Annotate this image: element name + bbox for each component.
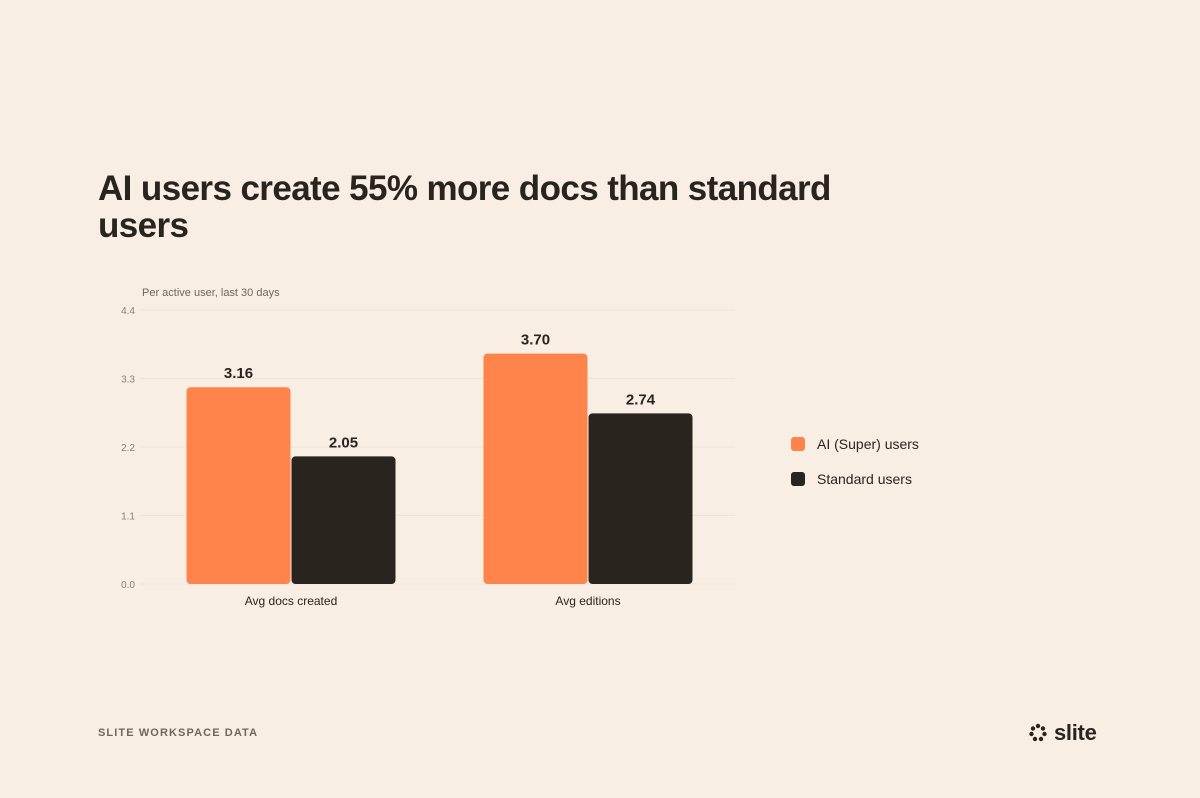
data-label: 2.74	[626, 391, 656, 408]
bar-ai-users[interactable]	[483, 353, 588, 584]
chart-subtitle: Per active user, last 30 days	[142, 287, 280, 299]
source-label: SLITE WORKSPACE DATA	[98, 727, 259, 739]
y-tick-label: 4.4	[121, 306, 135, 317]
legend-swatch-standard-users	[791, 472, 805, 486]
y-axis-ticks: 0.0 1.1 2.2 3.3 4.4	[121, 306, 135, 591]
bar-ai-users[interactable]	[186, 387, 291, 584]
bar-standard-users[interactable]	[588, 413, 693, 584]
legend-label: Standard users	[817, 471, 912, 487]
data-label: 2.05	[329, 434, 358, 451]
x-tick-label: Avg editions	[555, 594, 620, 608]
bar-standard-users[interactable]	[291, 456, 396, 584]
x-axis-ticks: Avg docs created Avg editions	[245, 594, 621, 608]
y-tick-label: 3.3	[121, 375, 135, 386]
y-tick-label: 1.1	[121, 512, 135, 523]
value-labels: 3.16 2.05 3.70 2.74	[224, 332, 656, 452]
logo-wordmark: slite	[1054, 720, 1097, 745]
slite-logo: slite	[1028, 720, 1097, 746]
legend-label: AI (Super) users	[817, 436, 919, 452]
bars	[186, 353, 693, 584]
legend: AI (Super) users Standard users	[791, 436, 919, 487]
chart-title: AI users create 55% more docs than stand…	[98, 169, 831, 245]
y-tick-label: 0.0	[121, 580, 135, 591]
y-tick-label: 2.2	[121, 443, 135, 454]
data-label: 3.70	[521, 332, 550, 349]
data-label: 3.16	[224, 365, 253, 382]
legend-item-standard-users[interactable]: Standard users	[791, 471, 919, 487]
legend-swatch-ai-users	[791, 437, 805, 451]
x-tick-label: Avg docs created	[245, 594, 338, 608]
slite-dots-icon	[1029, 723, 1047, 742]
legend-item-ai-users[interactable]: AI (Super) users	[791, 436, 919, 452]
